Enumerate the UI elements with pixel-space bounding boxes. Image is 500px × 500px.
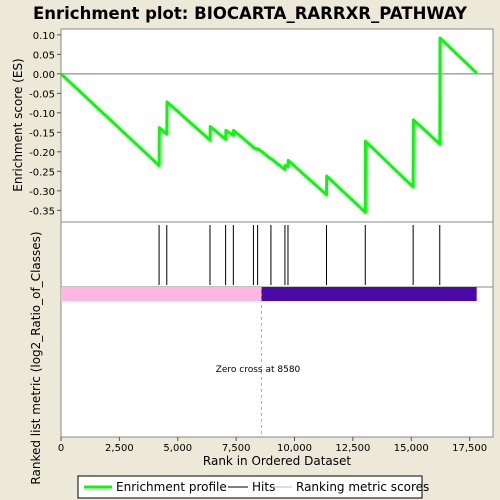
y-tick-label-9: -0.35: [29, 206, 55, 217]
metric-negative-segment: [261, 287, 477, 301]
legend-box: [77, 475, 423, 499]
chart-title: Enrichment plot: BIOCARTA_RARRXR_PATHWAY: [33, 4, 468, 23]
legend-label-enrichment: Enrichment profile: [116, 480, 227, 494]
enrichment-profile-series: [59, 36, 478, 214]
x-axis-label: Rank in Ordered Dataset: [203, 454, 351, 468]
y-tick-label-7: -0.25: [29, 167, 55, 178]
x-tick-label-2: 5,000: [163, 443, 192, 454]
legend-item-hits: Hits: [228, 480, 275, 494]
es-y-axis: 0.10 0.05 0.00 -0.05 -0.10 -0.15 -0.20 -0.25 -0.…: [29, 31, 61, 217]
y-tick-label-2: 0.00: [33, 70, 55, 81]
y-tick-label-8: -0.30: [29, 187, 55, 198]
hits-series: [158, 225, 441, 285]
y-axis-label-es: Enrichment score (ES): [11, 58, 25, 191]
x-tick-label-7: 17,500: [452, 443, 487, 454]
legend-item-enrichment-profile: Enrichment profile: [84, 480, 227, 494]
rank-x-axis: 0 2,500 5,000 7,500 10,000 12,500 15,000 17,500: [58, 437, 487, 454]
y-tick-label-6: -0.20: [29, 148, 55, 159]
zero-cross-label: Zero cross at 8580: [216, 365, 301, 375]
metric-panel: [60, 286, 494, 438]
y-tick-label-3: -0.05: [29, 89, 55, 100]
ranking-metric-bar: [61, 287, 477, 437]
x-tick-label-3: 7,500: [222, 443, 251, 454]
x-tick-label-6: 15,000: [394, 443, 429, 454]
y-tick-label-1: 0.05: [33, 50, 55, 61]
y-tick-label-5: -0.15: [29, 128, 55, 139]
enrichment-profile-line: [59, 36, 478, 214]
y-tick-label-4: -0.10: [29, 109, 55, 120]
y-tick-label-0: 0.10: [33, 31, 55, 42]
legend-item-ranking-metric: Ranking metric scores: [272, 480, 429, 494]
x-tick-label-1: 2,500: [105, 443, 134, 454]
legend-label-hits: Hits: [252, 480, 275, 494]
metric-positive-segment: [61, 287, 262, 301]
x-tick-label-0: 0: [58, 443, 64, 454]
hits-panel: [60, 221, 494, 288]
x-tick-label-5: 12,500: [335, 443, 370, 454]
legend-label-ranking: Ranking metric scores: [296, 480, 429, 494]
y-axis-label-metric: Ranked list metric (log2_Ratio_of_Classe…: [29, 231, 43, 484]
es-panel: [60, 28, 494, 223]
x-tick-label-4: 10,000: [277, 443, 312, 454]
